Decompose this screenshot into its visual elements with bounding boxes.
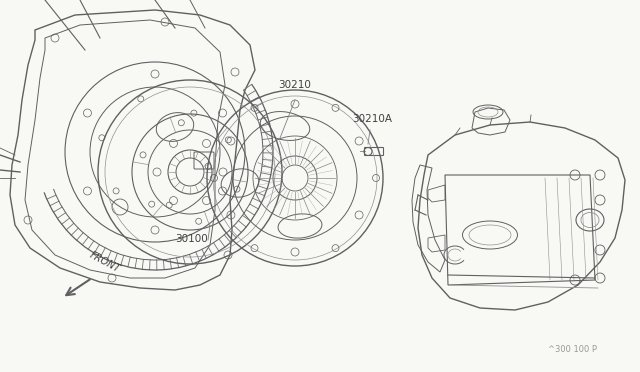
Text: 30210: 30210: [278, 80, 311, 90]
Text: ^300 100 P: ^300 100 P: [548, 345, 597, 354]
Text: FRONT: FRONT: [88, 250, 122, 274]
Text: 30100: 30100: [175, 234, 208, 244]
Text: 30210A: 30210A: [352, 114, 392, 124]
